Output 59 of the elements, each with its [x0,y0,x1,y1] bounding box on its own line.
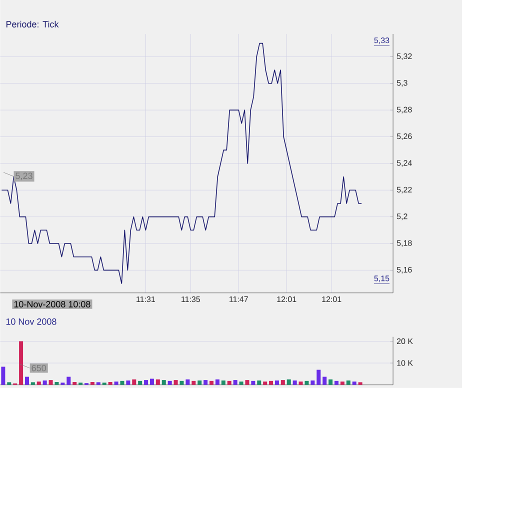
bar [340,382,344,385]
bar [292,380,297,385]
bar [328,379,333,385]
bar [186,379,190,385]
bar [304,381,309,385]
bar [322,376,327,385]
bar [215,379,220,385]
bar [114,382,118,385]
bar [280,380,285,385]
bar [7,382,12,385]
bar [144,380,148,385]
bar [72,382,77,385]
text: 10 Nov 2008 [6,318,56,325]
bar [30,382,35,385]
bar [42,380,47,385]
bar [298,382,303,385]
bar [54,382,59,385]
bar [257,380,262,385]
bar [310,380,315,385]
text: 10-Nov-2008 10:08 [14,301,90,308]
chart-title: Periode: Tick [6,20,59,28]
bar [90,382,94,385]
bar [168,381,172,385]
bar [24,376,29,385]
bar [192,381,196,385]
bar [120,381,124,385]
bar [263,382,268,385]
bar [227,381,232,385]
bar [251,381,256,385]
bar [19,341,24,385]
bar [233,380,238,385]
bar [66,376,71,385]
bar [150,378,154,385]
bar [210,381,214,385]
bar [1,366,6,385]
bar [162,380,166,385]
bar [36,382,41,385]
bar [126,380,130,385]
bar [334,381,338,385]
bar [204,380,208,385]
bar [286,379,291,385]
bar [108,382,112,385]
bar [239,382,244,385]
bar [156,379,160,385]
bar [96,382,100,385]
bar [198,380,202,385]
bar [138,381,142,385]
bar [245,380,250,385]
bar [174,380,178,385]
bar [274,380,279,385]
bar [180,381,184,385]
bar [132,379,136,385]
bar [221,380,226,385]
bar [352,382,356,385]
bar [346,380,350,385]
bar [358,382,362,385]
bar [48,380,53,385]
bar [316,370,321,385]
bar [269,381,274,385]
